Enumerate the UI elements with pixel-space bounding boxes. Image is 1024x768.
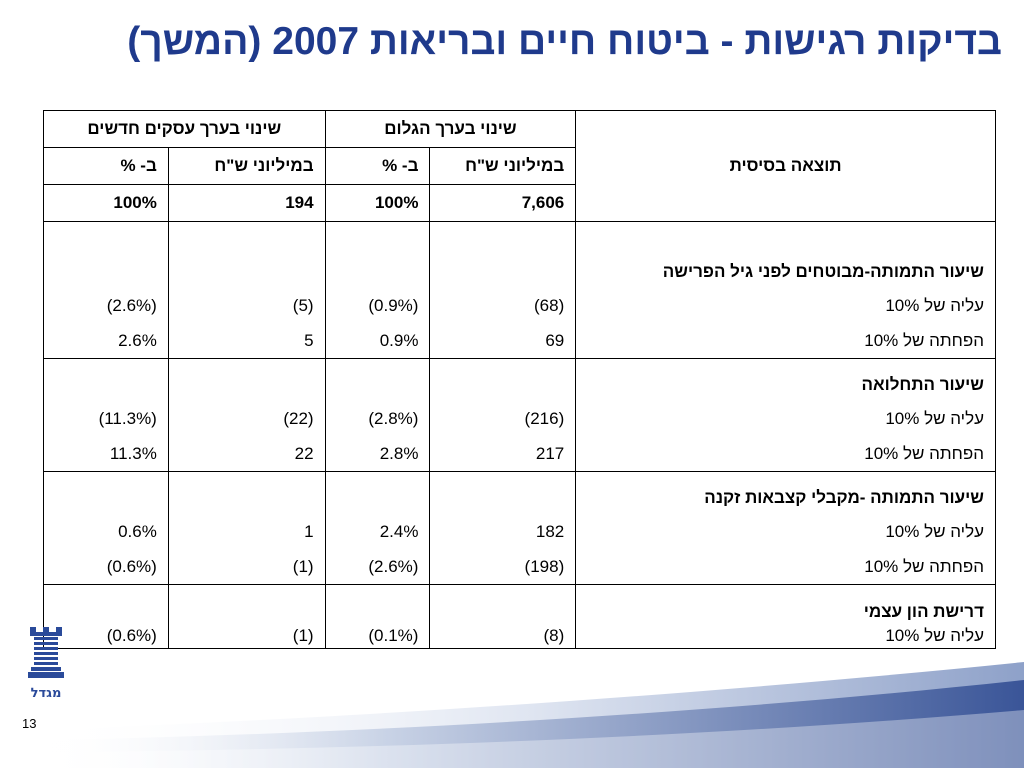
nb-millions-cell: (5) 5: [167, 221, 326, 359]
logo-text: מגדל: [31, 686, 62, 701]
sensitivity-table: שינוי בערך עסקים חדשים שינוי בערך הגלום …: [43, 110, 996, 649]
nb-percent-cell: (2.6%) 2.6%: [43, 221, 169, 359]
value: (0.1%): [368, 626, 419, 645]
section-capital-requirement: (0.6%) (1) (0.1%) (8) דרישת הון עצמי עלי…: [43, 584, 996, 649]
base-ev-millions: 7,606: [429, 184, 577, 222]
value: 182: [535, 522, 565, 541]
ev-millions-cell: 182 (198): [429, 471, 577, 585]
value: 2.8%: [379, 443, 419, 463]
value: (2.6%): [106, 296, 157, 315]
label-cell: דרישת הון עצמי עליה של 10%: [575, 584, 996, 649]
section-title: שיעור התחלואה: [861, 374, 984, 394]
nb-millions-cell: (1): [167, 584, 326, 649]
value: (1): [292, 556, 314, 576]
ev-percent-cell: (0.9%) 0.9%: [324, 221, 431, 359]
ev-millions-cell: (8): [429, 584, 577, 649]
value: 1: [304, 522, 314, 541]
header-ev-percent: ב- %: [324, 147, 431, 185]
value: 69: [545, 330, 565, 350]
value: 0.6%: [118, 522, 157, 541]
value: (2.6%): [368, 556, 419, 576]
base-row: 100% 194 100% 7,606: [43, 184, 996, 222]
value: 217: [535, 443, 565, 463]
ev-percent-cell: (2.8%) 2.8%: [324, 358, 431, 472]
header-ev-millions: במיליוני ש"ח: [429, 147, 577, 185]
ev-percent-cell: 2.4% (2.6%): [324, 471, 431, 585]
section-title: שיעור התמותה-מבוטחים לפני גיל הפרישה: [662, 261, 984, 281]
row-label: עליה של 10%: [885, 522, 984, 541]
header-base-result: תוצאה בסיסית: [575, 110, 996, 222]
label-cell: שיעור התמותה-מבוטחים לפני גיל הפרישה עלי…: [575, 221, 996, 359]
header-nb-percent: ב- %: [43, 147, 169, 185]
row-label: הפחתה של 10%: [864, 443, 984, 463]
nb-percent-cell: (11.3%) 11.3%: [43, 358, 169, 472]
slide-title: בדיקות רגישות - ביטוח חיים ובריאות 2007 …: [127, 20, 1002, 63]
base-nb-millions: 194: [167, 184, 326, 222]
value: (198): [524, 556, 565, 576]
nb-percent-cell: (0.6%): [43, 584, 169, 649]
header-row-units: ב- % במיליוני ש"ח ב- % במיליוני ש"ח: [43, 147, 996, 185]
header-embedded-value: שינוי בערך הגלום: [324, 110, 577, 148]
value: (22): [283, 409, 314, 428]
value: (216): [524, 409, 565, 428]
page-number: 13: [22, 716, 37, 731]
ev-millions-cell: (68) 69: [429, 221, 577, 359]
base-nb-percent: 100%: [43, 184, 169, 222]
value: (0.6%): [106, 556, 157, 576]
value: (1): [292, 626, 314, 645]
section-morbidity: (11.3%) 11.3% (22) 22 (2.8%) 2.8% (216) …: [43, 358, 996, 472]
value: 5: [304, 330, 314, 350]
header-row-groups: שינוי בערך עסקים חדשים שינוי בערך הגלום …: [43, 110, 996, 222]
section-mortality-pre-retirement: (2.6%) 2.6% (5) 5 (0.9%) 0.9% (68) 69 שי…: [43, 221, 996, 359]
base-ev-percent: 100%: [324, 184, 431, 222]
header-nb-millions: במיליוני ש"ח: [167, 147, 326, 185]
ev-millions-cell: (216) 217: [429, 358, 577, 472]
row-label: הפחתה של 10%: [864, 556, 984, 576]
label-cell: שיעור התמותה -מקבלי קצבאות זקנה עליה של …: [575, 471, 996, 585]
ev-percent-cell: (0.1%): [324, 584, 431, 649]
value: (2.8%): [368, 409, 419, 428]
row-label: עליה של 10%: [885, 296, 984, 315]
row-label: הפחתה של 10%: [864, 330, 984, 350]
footer-swoosh: [40, 662, 1024, 768]
nb-millions-cell: (22) 22: [167, 358, 326, 472]
section-title: שיעור התמותה -מקבלי קצבאות זקנה: [704, 487, 984, 507]
value: 11.3%: [109, 443, 157, 463]
value: (8): [543, 626, 565, 645]
value: (0.9%): [368, 296, 419, 315]
row-label: עליה של 10%: [885, 409, 984, 428]
value: (0.6%): [106, 626, 157, 645]
section-title: דרישת הון עצמי: [863, 602, 984, 621]
value: (5): [292, 296, 314, 315]
nb-percent-cell: 0.6% (0.6%): [43, 471, 169, 585]
value: (11.3%): [98, 409, 157, 428]
value: 0.9%: [379, 330, 419, 350]
value: 2.4%: [379, 522, 419, 541]
row-label: עליה של 10%: [885, 626, 984, 645]
value: 2.6%: [118, 330, 157, 350]
section-mortality-annuitants: 0.6% (0.6%) 1 (1) 2.4% (2.6%) 182 (198) …: [43, 471, 996, 585]
value: (68): [534, 296, 565, 315]
nb-millions-cell: 1 (1): [167, 471, 326, 585]
header-new-business: שינוי בערך עסקים חדשים: [43, 110, 326, 148]
migdal-logo: מגדל: [28, 627, 64, 701]
value: 22: [294, 443, 314, 463]
label-cell: שיעור התחלואה עליה של 10% הפחתה של 10%: [575, 358, 996, 472]
